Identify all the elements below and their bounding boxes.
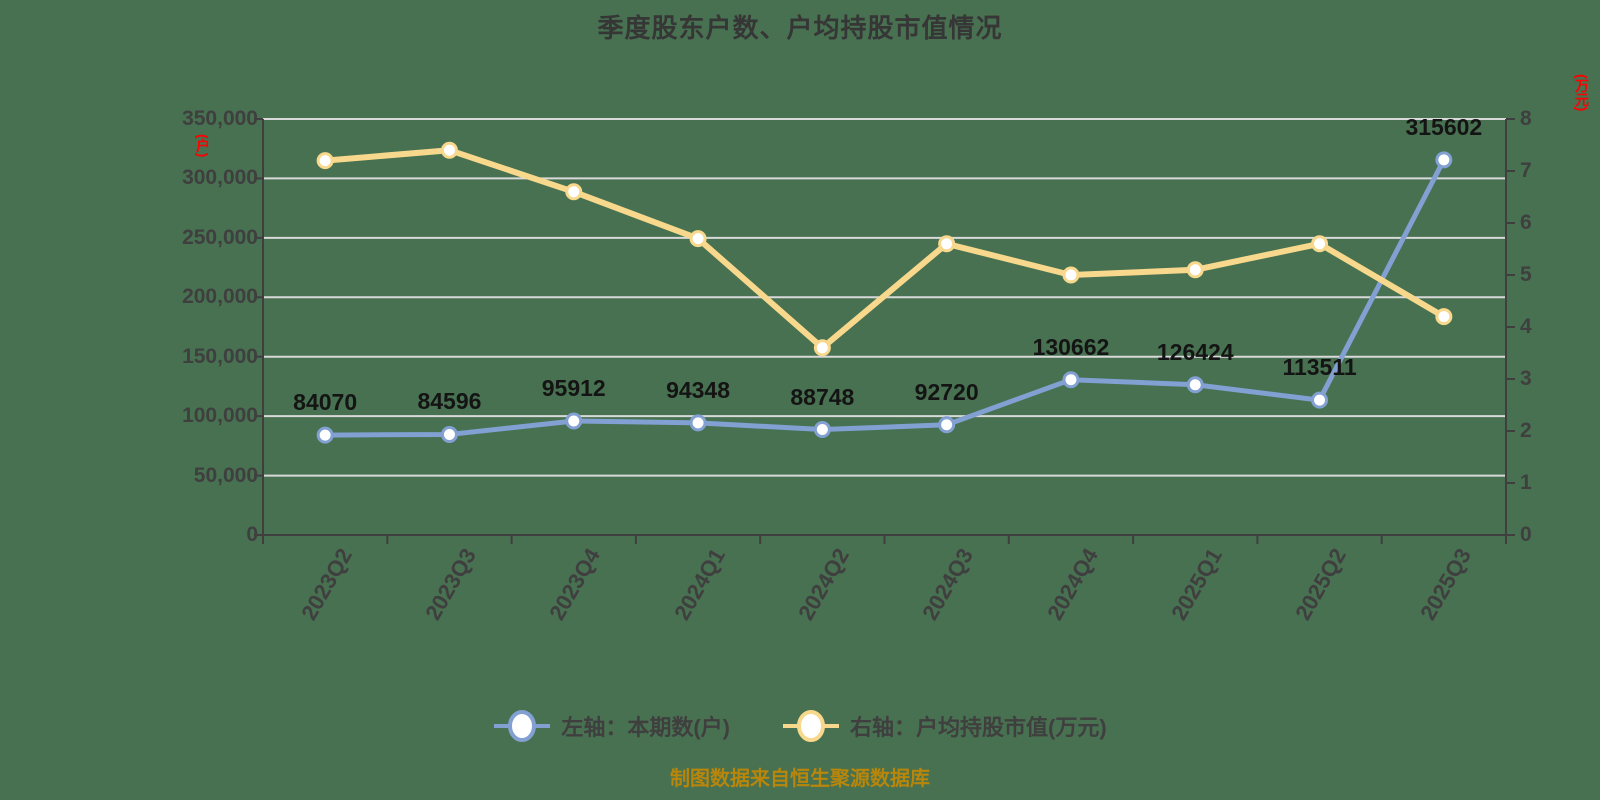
right-axis-tick-label: 2 — [1520, 419, 1532, 442]
data-point-label: 84070 — [293, 389, 358, 416]
legend-marker-icon — [783, 710, 839, 742]
right-axis-tick-label: 6 — [1520, 211, 1532, 234]
data-point-marker[interactable] — [938, 235, 956, 253]
data-point-marker[interactable] — [316, 152, 334, 170]
axes — [254, 118, 1515, 544]
data-point-label: 84596 — [417, 388, 482, 415]
footer-note: 制图数据来自恒生聚源数据库 — [670, 768, 930, 790]
left-axis-unit-label: (户) — [195, 134, 211, 158]
data-point-marker[interactable] — [1435, 151, 1453, 169]
data-point-marker[interactable] — [813, 339, 831, 357]
data-point-marker[interactable] — [565, 412, 583, 430]
left-axis-tick-label: 300,000 — [182, 166, 258, 190]
right-axis-tick-label: 4 — [1520, 315, 1532, 338]
right-axis-tick-label: 3 — [1520, 367, 1532, 390]
chart-title: 季度股东户数、户均持股市值情况 — [597, 13, 1003, 43]
data-point-label: 94348 — [666, 376, 731, 403]
left-axis-tick-label: 250,000 — [182, 225, 258, 249]
legend-item-avg-holding-value[interactable]: 右轴：户均持股市值(万元) — [782, 708, 1107, 744]
data-point-marker[interactable] — [1311, 391, 1329, 409]
data-point-marker[interactable] — [689, 230, 707, 248]
right-axis-tick-label: 8 — [1520, 107, 1532, 130]
data-point-marker[interactable] — [813, 421, 831, 439]
data-point-label: 126424 — [1156, 338, 1234, 365]
data-point-marker[interactable] — [689, 414, 707, 432]
data-point-label: 130662 — [1032, 333, 1110, 360]
right-axis-tick-label: 1 — [1520, 471, 1532, 494]
series-layer — [316, 141, 1453, 444]
series-left — [316, 151, 1453, 444]
legend-item-label: 右轴：户均持股市值(万元) — [850, 715, 1107, 740]
legend-marker-dot — [797, 710, 825, 742]
left-axis-tick-label: 200,000 — [182, 285, 258, 309]
data-point-marker[interactable] — [1186, 376, 1204, 394]
data-point-marker[interactable] — [1311, 235, 1329, 253]
legend-marker-dot — [508, 710, 537, 742]
series-right — [316, 141, 1453, 357]
data-point-marker[interactable] — [440, 425, 458, 443]
data-point-marker[interactable] — [565, 183, 583, 201]
right-axis-tick-label: 7 — [1520, 159, 1532, 182]
data-point-marker[interactable] — [1062, 371, 1080, 389]
legend: 左轴：本期数(户) 右轴：户均持股市值(万元) — [0, 708, 1600, 744]
data-point-label: 92720 — [914, 378, 979, 405]
series-line — [322, 147, 1447, 351]
data-point-label: 95912 — [541, 375, 606, 401]
data-point-label: 88748 — [790, 383, 855, 410]
left-axis-tick-label: 0 — [246, 523, 258, 546]
data-point-marker[interactable] — [440, 141, 458, 159]
legend-marker-icon — [494, 710, 551, 742]
data-point-marker[interactable] — [1186, 261, 1204, 279]
data-point-marker[interactable] — [1435, 308, 1453, 326]
data-point-marker[interactable] — [938, 416, 956, 434]
left-axis-tick-label: 350,000 — [182, 107, 258, 130]
data-point-label: 113511 — [1282, 354, 1357, 381]
legend-item-label: 左轴：本期数(户) — [561, 715, 730, 740]
left-axis-tick-label: 50,000 — [193, 463, 258, 487]
legend-item-shareholder-count[interactable]: 左轴：本期数(户) — [493, 708, 730, 744]
data-point-marker[interactable] — [316, 426, 334, 444]
left-axis-tick-label: 150,000 — [182, 344, 258, 368]
right-axis-tick-label: 0 — [1520, 523, 1532, 546]
left-axis-tick-label: 100,000 — [182, 404, 258, 428]
right-axis-tick-label: 5 — [1520, 263, 1532, 286]
data-point-marker[interactable] — [1062, 266, 1080, 284]
data-point-label: 315602 — [1405, 113, 1483, 140]
series-line — [322, 157, 1447, 438]
right-axis-unit-label: (万元) — [1574, 74, 1590, 112]
